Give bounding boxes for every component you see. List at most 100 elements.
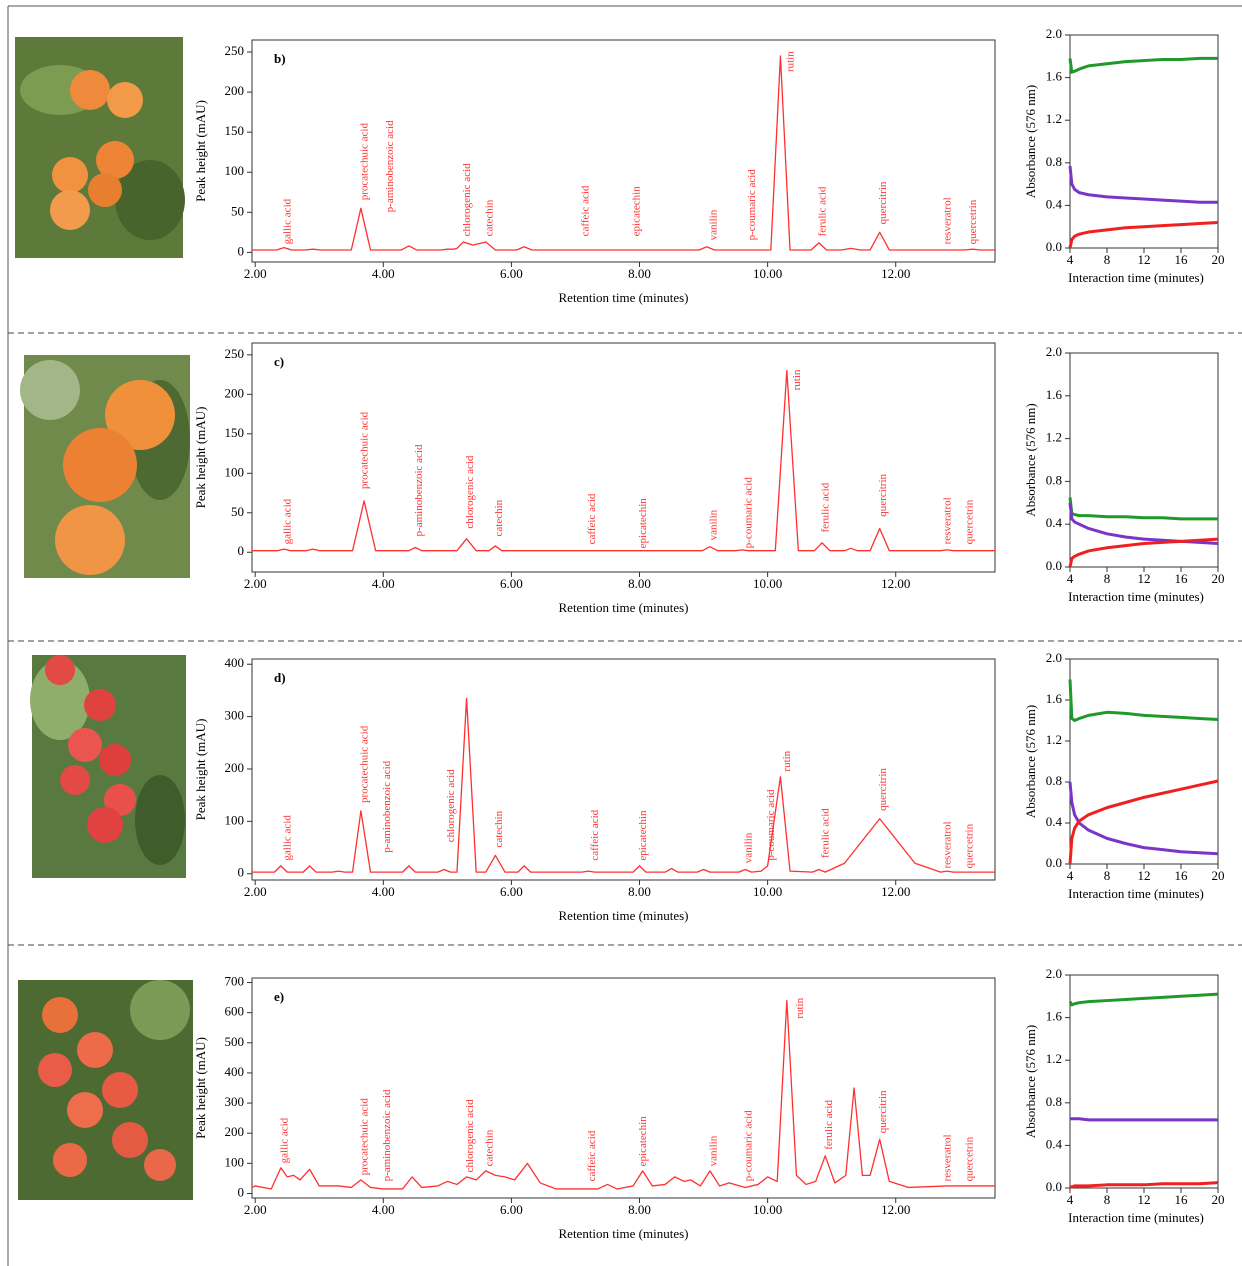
x-tick-label: 4 [1067,252,1074,267]
compound-label: ferulic acid [816,186,828,236]
compound-label: rutin [784,51,796,72]
chart-panel: 0.0 0.4 0.8 1.2 1.6 2.0 4 8 12 16 20 Interaction ti… [1023,650,1225,901]
y-tick-label: 1.2 [1046,1051,1062,1066]
y-tick-label: 0.8 [1046,773,1062,788]
chart-panel: 0 50 100 150 200 250 2.00 4.00 6.00 8.00 10.00 12.0… [193,39,996,305]
compound-label: catechin [483,1129,495,1166]
compound-label: catechin [483,199,495,236]
y-tick-label: 0.8 [1046,1094,1062,1109]
compound-label: resveratrol [941,1134,953,1181]
data-line [252,55,995,251]
x-tick-label: 8 [1104,1192,1111,1207]
data-line [1068,679,1219,722]
x-axis-title: Retention time (minutes) [559,290,689,305]
data-line [252,697,995,873]
y-tick-label: 50 [231,504,244,519]
x-tick-label: 20 [1212,1192,1225,1207]
y-tick-label: 100 [225,163,245,178]
y-tick-label: 0.0 [1046,1179,1062,1194]
x-tick-label: 8.00 [628,576,651,591]
x-tick-label: 6.00 [500,266,523,281]
x-axis-title: Interaction time (minutes) [1068,270,1204,285]
compound-label: p-aminobenzoic acid [381,760,393,852]
panel-label: d) [274,670,286,685]
y-tick-label: 0 [238,865,245,880]
plot-frame [251,39,996,263]
y-tick-label: 700 [225,974,245,989]
x-tick-label: 16 [1175,868,1189,883]
compound-label: chlorogenic acid [464,455,476,528]
y-tick-label: 100 [225,1154,245,1169]
x-tick-label: 4 [1067,868,1074,883]
x-tick-label: 12 [1138,1192,1151,1207]
compound-label: resveratrol [941,821,953,868]
compound-label: chlorogenic acid [461,163,473,236]
y-tick-label: 0.4 [1046,1136,1063,1151]
y-tick-label: 2.0 [1046,344,1062,359]
compound-label: quercetrin [964,1136,976,1181]
compound-label: caffeic acid [579,185,591,236]
x-tick-label: 8.00 [628,266,651,281]
x-axis-title: Retention time (minutes) [559,908,689,923]
x-tick-label: 12 [1138,252,1151,267]
x-tick-label: 10.00 [753,884,782,899]
y-tick-label: 500 [225,1034,245,1049]
y-tick-label: 0.4 [1046,515,1063,530]
photo [15,37,185,258]
x-tick-label: 6.00 [500,576,523,591]
compound-label: rutin [781,750,793,771]
compound-label: caffeic acid [586,1130,598,1181]
compound-label: chlorogenic acid [464,1099,476,1172]
y-tick-label: 1.6 [1046,691,1063,706]
x-tick-label: 16 [1175,252,1189,267]
x-tick-label: 20 [1212,868,1225,883]
compound-label: quercitrin [877,473,889,516]
data-line [1068,779,1219,865]
x-axis-title: Retention time (minutes) [559,1226,689,1241]
x-tick-label: 10.00 [753,576,782,591]
y-tick-label: 0 [238,1184,245,1199]
x-tick-label: 8.00 [628,1202,651,1217]
chart-panel: 0.0 0.4 0.8 1.2 1.6 2.0 4 8 12 16 20 Interaction ti… [1023,966,1225,1225]
y-tick-label: 0 [238,543,245,558]
y-tick-label: 2.0 [1046,26,1062,41]
compound-label: epicatechin [631,186,643,237]
compound-label: catechin [493,810,505,847]
compound-label: procatechuic acid [358,123,370,201]
y-tick-label: 400 [225,655,245,670]
compound-label: caffeic acid [589,809,601,860]
x-tick-label: 10.00 [753,1202,782,1217]
x-tick-label: 8 [1104,571,1111,586]
y-tick-label: 1.2 [1046,430,1062,445]
compound-label: p-coumaric acid [743,477,755,549]
data-line [1068,497,1218,521]
y-tick-label: 400 [225,1064,245,1079]
y-axis-title: Absorbance (576 nm) [1023,85,1038,198]
compound-label: resveratrol [941,497,953,544]
compound-label: quercitrin [877,1090,889,1133]
y-axis-title: Peak height (mAU) [193,100,208,202]
compound-label: quercitrin [877,181,889,224]
x-tick-label: 8 [1104,868,1111,883]
compound-label: gallic acid [282,198,294,244]
compound-label: rutin [794,997,806,1018]
x-tick-label: 20 [1212,571,1225,586]
x-tick-label: 12.00 [881,884,910,899]
y-tick-label: 0.8 [1046,472,1062,487]
x-tick-label: 4.00 [372,266,395,281]
compound-label: gallic acid [278,1117,290,1163]
x-tick-label: 4.00 [372,576,395,591]
data-line [1068,781,1219,856]
x-tick-label: 4 [1067,1192,1074,1207]
panel-label: c) [274,354,284,369]
data-line [1068,165,1218,204]
compound-label: p-coumaric acid [765,789,777,861]
y-tick-label: 100 [225,464,245,479]
data-line [1070,1117,1218,1122]
compound-label: ferulic acid [823,1100,835,1150]
plot-frame [251,342,996,573]
y-tick-label: 0.0 [1046,558,1062,573]
chart-panel: 0.0 0.4 0.8 1.2 1.6 2.0 4 8 12 16 20 Interaction ti… [1023,344,1225,604]
chart-panel: 0 100 200 300 400 500 600 700 2.00 4.00 6.00 8.00 10… [193,974,996,1241]
